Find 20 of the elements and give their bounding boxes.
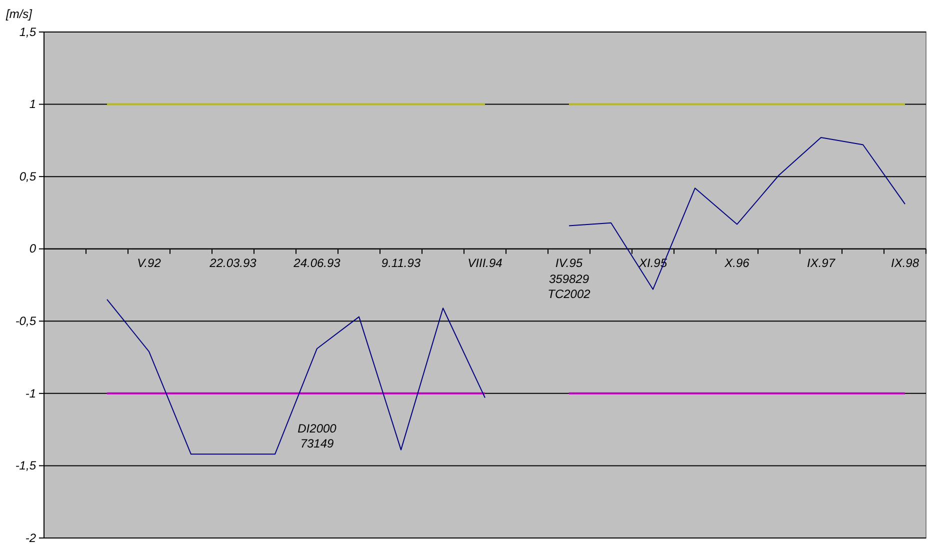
y-axis-title: [m/s] <box>5 7 33 21</box>
y-tick-label: -1 <box>25 386 36 400</box>
annotation: DI2000 73149 <box>298 421 337 450</box>
y-tick-label: -1,5 <box>15 458 36 473</box>
y-tick-label: 1 <box>29 97 36 112</box>
x-tick-label: IV.95 <box>555 256 583 270</box>
x-tick-label: X.96 <box>724 256 750 270</box>
y-tick-label: -2 <box>25 530 36 545</box>
x-tick-label: VIII.94 <box>468 256 503 270</box>
y-tick-label: 1,5 <box>19 24 36 39</box>
x-tick-label: IX.98 <box>890 256 920 270</box>
x-tick-label: V.92 <box>137 256 162 270</box>
y-tick-label: -0,5 <box>15 314 36 328</box>
y-tick-label: 0 <box>29 242 36 256</box>
y-tick-label: 0,5 <box>19 169 36 184</box>
x-tick-label: 9.11.93 <box>381 256 421 270</box>
x-tick-label: IX.97 <box>806 256 836 270</box>
x-tick-label: 22.03.93 <box>208 256 257 270</box>
annotation: 359829 TC2002 <box>548 272 591 301</box>
x-tick-label: 24.06.93 <box>292 256 341 270</box>
